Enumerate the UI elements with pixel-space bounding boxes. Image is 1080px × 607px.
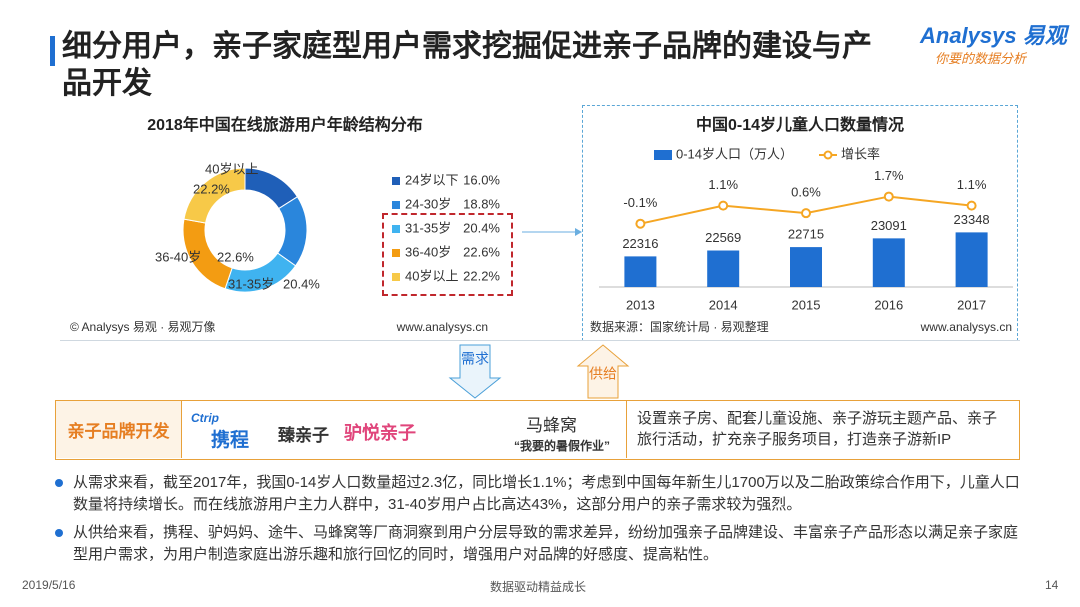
legend-value: 16.0%	[463, 172, 500, 187]
x-tick-label: 2015	[792, 297, 821, 312]
donut-segment	[183, 167, 246, 224]
demand-label: 需求	[461, 351, 489, 367]
line-marker	[718, 200, 729, 211]
bar	[872, 238, 905, 287]
logo-cn: 易观	[1022, 23, 1067, 48]
donut-segment	[276, 196, 308, 267]
divider	[60, 340, 1020, 341]
legend-value: 18.8%	[463, 196, 500, 211]
data-label: -0.1%	[623, 195, 657, 210]
title-marker	[50, 36, 55, 66]
brand-logo: 马蜂窝	[526, 416, 577, 435]
slice-label: 40岁以上	[205, 161, 258, 176]
brand-logo: “我要的暑假作业”	[514, 439, 611, 453]
legend-label: 40岁以上	[405, 268, 458, 283]
line-marker	[966, 200, 977, 211]
bullet-text: 从供给来看，携程、驴妈妈、途牛、马蜂窝等厂商洞察到用户分层导致的需求差异，纷纷加…	[73, 524, 1019, 563]
legend-value: 22.2%	[463, 268, 500, 283]
legend-label: 31-35岁	[405, 220, 451, 235]
data-label: 1.7%	[874, 168, 904, 183]
data-label: 22715	[788, 227, 824, 242]
slice-value: 22.2%	[193, 181, 230, 196]
footer-slogan: 数据驱动精益成长	[490, 580, 587, 594]
data-label: 1.1%	[957, 177, 987, 192]
slice-label: 31-35岁	[228, 276, 274, 291]
data-label: 0.6%	[791, 185, 821, 200]
source: © Analysys 易观 · 易观万像	[70, 320, 216, 334]
line-marker	[635, 218, 646, 229]
slice-value: 20.4%	[283, 276, 320, 291]
legend-swatch	[392, 273, 400, 281]
bullet: 从供给来看，携程、驴妈妈、途牛、马蜂窝等厂商洞察到用户分层导致的需求差异，纷纷加…	[55, 522, 1020, 566]
legend-label: 0-14岁人口（万人）	[676, 146, 793, 161]
line-marker	[883, 191, 894, 202]
data-label: 23348	[954, 212, 990, 227]
title: 细分用户，亲子家庭型用户需求挖掘促进亲子品牌的建设与产品开发	[62, 30, 872, 100]
x-tick-label: 2013	[626, 297, 655, 312]
chart-title: 中国0-14岁儿童人口数量情况	[696, 115, 904, 134]
supply-arrow	[576, 344, 630, 399]
legend-label: 36-40岁	[405, 244, 451, 259]
source-url: www.analysys.cn	[920, 320, 1012, 334]
legend-swatch	[392, 225, 400, 233]
legend-swatch	[392, 201, 400, 209]
bar	[624, 256, 657, 287]
legend-swatch	[392, 177, 400, 185]
data-label: 23091	[871, 218, 907, 233]
source: 数据来源：国家统计局 · 易观整理	[590, 319, 769, 334]
brand-text: 设置亲子房、配套儿童设施、亲子游玩主题产品、亲子旅行活动，扩充亲子服务项目，打造…	[637, 410, 998, 448]
legend-value: 20.4%	[463, 220, 500, 235]
legend-label: 24岁以下	[405, 172, 458, 187]
legend-swatch	[392, 249, 400, 257]
logo: Analysys 易观	[920, 18, 1067, 50]
x-tick-label: 2017	[957, 297, 986, 312]
cell-border	[626, 401, 627, 458]
legend-label: 24-30岁	[405, 196, 451, 211]
x-tick-label: 2014	[709, 297, 738, 312]
brand-row: 亲子品牌开发 Ctrip 携程 臻亲子 驴悦亲子 马蜂窝 “我要的暑假作业” 设…	[55, 400, 1020, 460]
bar	[707, 250, 740, 287]
bar	[955, 232, 988, 287]
brand-logo: Ctrip	[191, 411, 219, 425]
legend-value: 22.6%	[463, 244, 500, 259]
supply-label: 供给	[589, 366, 617, 382]
footer-date: 2019/5/16	[22, 578, 76, 592]
slice-value: 22.6%	[217, 249, 254, 264]
logo-en: Analysys	[920, 23, 1017, 48]
highlight-box	[382, 213, 513, 296]
chart-title: 2018年中国在线旅游用户年龄结构分布	[147, 115, 423, 134]
demand-arrow	[448, 344, 502, 399]
data-label: 22569	[705, 230, 741, 245]
link-arrow-head	[575, 228, 582, 236]
brand-logo: 携程	[211, 430, 250, 451]
footer-page: 14	[1045, 578, 1059, 592]
bullets: 从需求来看，截至2017年，我国0-14岁人口数量超过2.3亿，同比增长1.1%…	[55, 472, 1020, 566]
data-label: 1.1%	[708, 177, 738, 192]
data-label: 22316	[622, 236, 658, 251]
legend-marker	[823, 150, 833, 160]
bullet: 从需求来看，截至2017年，我国0-14岁人口数量超过2.3亿，同比增长1.1%…	[55, 472, 1020, 516]
legend-swatch	[654, 150, 672, 160]
brand-logo: 臻亲子	[278, 426, 329, 445]
line-marker	[801, 208, 811, 219]
brand-logo: 驴悦亲子	[344, 423, 416, 443]
brand-label: 亲子品牌开发	[56, 401, 182, 458]
x-tick-label: 2016	[874, 297, 903, 312]
tagline: 你要的数据分析	[935, 51, 1027, 66]
legend-label: 增长率	[841, 146, 880, 161]
slice-label: 36-40岁	[155, 249, 201, 264]
source-url: www.analysys.cn	[396, 320, 488, 334]
bar	[790, 247, 822, 287]
bullet-text: 从需求来看，截至2017年，我国0-14岁人口数量超过2.3亿，同比增长1.1%…	[73, 474, 1020, 513]
